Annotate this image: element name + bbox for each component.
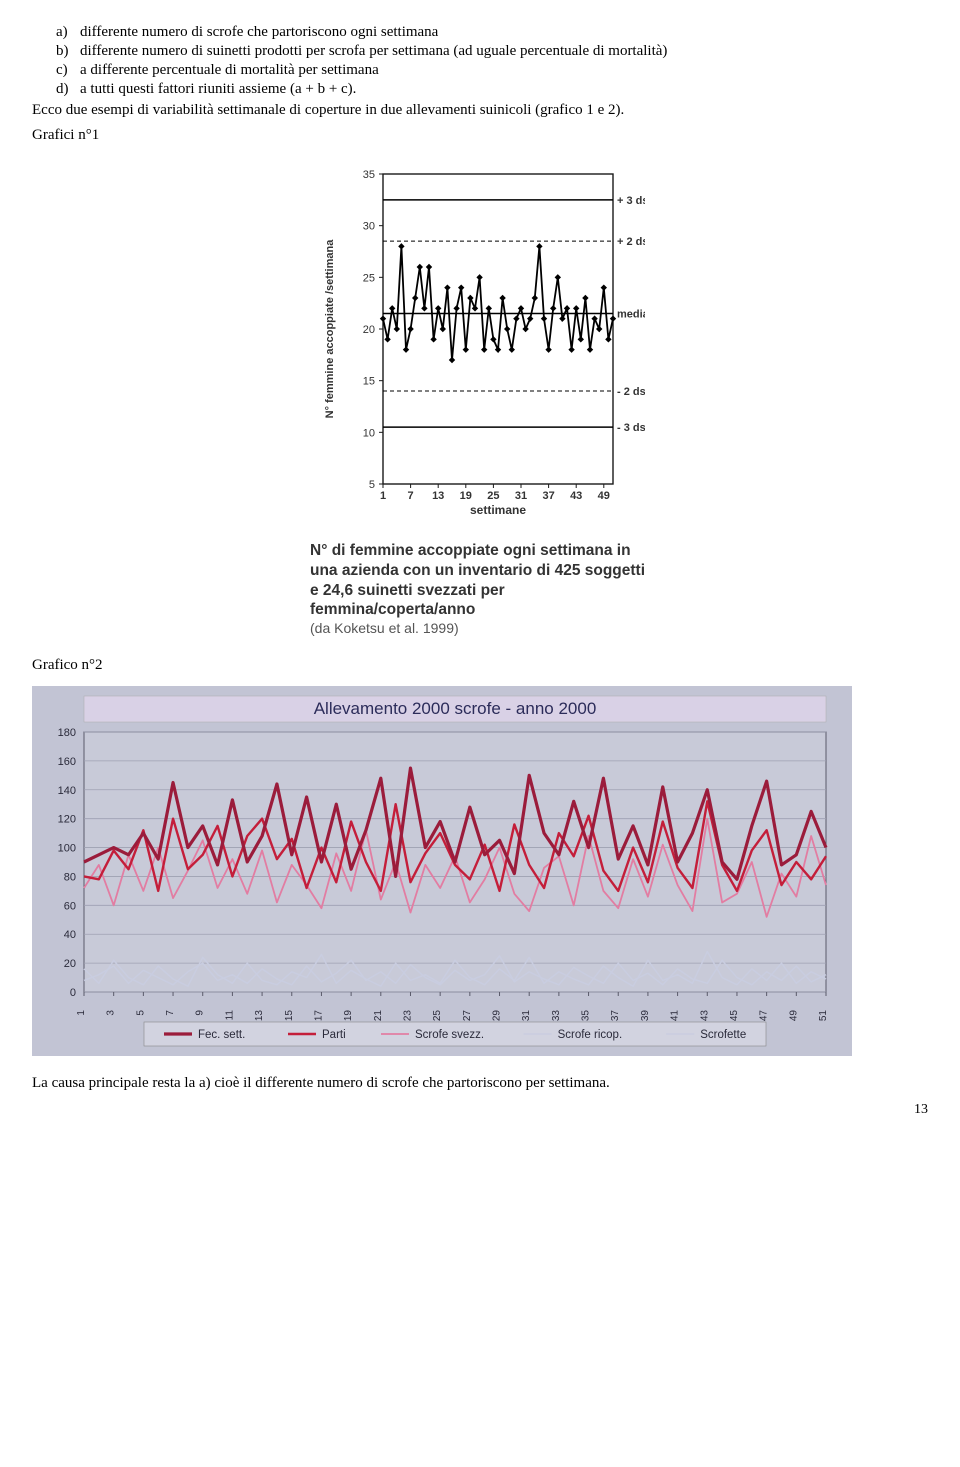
svg-text:30: 30	[363, 221, 375, 233]
list-item-b: b)differente numero di suinetti prodotti…	[56, 43, 928, 60]
svg-text:settimane: settimane	[470, 503, 526, 517]
svg-text:180: 180	[58, 727, 76, 739]
grafico2-label: Grafico n°2	[32, 657, 928, 674]
list-text-a: differente numero di scrofe che partoris…	[80, 24, 438, 41]
svg-text:- 3 ds: - 3 ds	[617, 422, 645, 434]
svg-text:39: 39	[640, 1009, 651, 1021]
chart1-caption-wrap: N° di femmine accoppiate ogni settimana …	[32, 541, 928, 639]
svg-text:N° femmine accoppiate /settima: N° femmine accoppiate /settimana	[324, 239, 336, 419]
svg-text:35: 35	[581, 1009, 592, 1021]
list-item-d: d) a tutti questi fattori riuniti assiem…	[56, 81, 928, 98]
grafici1-label: Grafici n°1	[32, 127, 928, 144]
svg-text:80: 80	[64, 871, 76, 883]
svg-text:35: 35	[363, 169, 375, 181]
svg-text:19: 19	[460, 490, 472, 502]
svg-text:31: 31	[521, 1009, 532, 1021]
svg-text:Parti: Parti	[322, 1029, 346, 1041]
svg-text:29: 29	[492, 1009, 503, 1021]
svg-text:21: 21	[373, 1009, 384, 1021]
svg-text:37: 37	[610, 1009, 621, 1021]
list-marker: b)	[56, 43, 80, 60]
chart2-container: Allevamento 2000 scrofe - anno 2000 0 20 40…	[32, 686, 928, 1061]
svg-text:Scrofette: Scrofette	[700, 1029, 746, 1041]
svg-text:+ 3 ds: + 3 ds	[617, 195, 645, 207]
svg-text:120: 120	[58, 813, 76, 825]
chart1-caption: N° di femmine accoppiate ogni settimana …	[310, 541, 650, 639]
svg-text:140: 140	[58, 785, 76, 797]
svg-text:25: 25	[432, 1009, 443, 1021]
svg-text:49: 49	[788, 1009, 799, 1021]
list-marker: a)	[56, 24, 80, 41]
svg-text:20: 20	[64, 958, 76, 970]
svg-text:13: 13	[254, 1009, 265, 1021]
svg-text:40: 40	[64, 929, 76, 941]
chart1-caption-bold: N° di femmine accoppiate ogni settimana …	[310, 542, 645, 618]
chart1-caption-src: (da Koketsu et al. 1999)	[310, 620, 459, 636]
svg-text:3: 3	[106, 1009, 117, 1015]
svg-text:1: 1	[76, 1009, 87, 1015]
svg-text:31: 31	[515, 490, 527, 502]
footer-paragraph: La causa principale resta la a) cioè il …	[32, 1075, 928, 1092]
svg-text:Scrofe svezz.: Scrofe svezz.	[415, 1029, 484, 1041]
svg-text:45: 45	[729, 1009, 740, 1021]
svg-text:37: 37	[542, 490, 554, 502]
svg-text:11: 11	[224, 1009, 235, 1020]
svg-text:60: 60	[64, 900, 76, 912]
list-item-c: c)a differente percentuale di mortalità …	[56, 62, 928, 79]
svg-text:100: 100	[58, 842, 76, 854]
svg-text:41: 41	[670, 1009, 681, 1021]
svg-text:49: 49	[598, 490, 610, 502]
page-number: 13	[32, 1102, 928, 1118]
list-text-d: a tutti questi fattori riuniti assieme (…	[80, 81, 356, 98]
svg-text:27: 27	[462, 1009, 473, 1021]
svg-text:0: 0	[70, 987, 76, 999]
svg-text:15: 15	[363, 376, 375, 388]
intro-paragraph: Ecco due esempi di variabilità settimana…	[32, 102, 928, 119]
svg-text:25: 25	[363, 272, 375, 284]
chart1-container: 5 10 15 20 25 30 35 1 7 13 19 25 31 37 43 49 settimane N°…	[32, 156, 928, 531]
svg-text:10: 10	[363, 427, 375, 439]
list-text-b: differente numero di suinetti prodotti p…	[80, 43, 667, 60]
svg-text:9: 9	[195, 1009, 206, 1015]
svg-text:47: 47	[759, 1009, 770, 1021]
svg-text:51: 51	[818, 1009, 829, 1021]
chart2-svg: Allevamento 2000 scrofe - anno 2000 0 20 40…	[32, 686, 852, 1056]
list-items: a)differente numero di scrofe che partor…	[56, 24, 928, 98]
svg-text:160: 160	[58, 756, 76, 768]
svg-text:media: media	[617, 309, 645, 321]
svg-text:7: 7	[165, 1009, 176, 1015]
list-marker: d)	[56, 81, 80, 98]
svg-text:43: 43	[699, 1009, 710, 1021]
svg-text:7: 7	[408, 490, 414, 502]
svg-text:Fec. sett.: Fec. sett.	[198, 1029, 245, 1041]
chart1-svg: 5 10 15 20 25 30 35 1 7 13 19 25 31 37 43 49 settimane N°…	[315, 156, 645, 526]
list-marker: c)	[56, 62, 80, 79]
list-item-a: a)differente numero di scrofe che partor…	[56, 24, 928, 41]
svg-text:17: 17	[313, 1009, 324, 1021]
svg-text:+ 2 ds: + 2 ds	[617, 236, 645, 248]
svg-text:19: 19	[343, 1009, 354, 1021]
svg-text:- 2 ds: - 2 ds	[617, 386, 645, 398]
svg-text:5: 5	[369, 479, 375, 491]
list-text-c: a differente percentuale di mortalità pe…	[80, 62, 379, 79]
svg-text:15: 15	[284, 1009, 295, 1021]
svg-text:43: 43	[570, 490, 582, 502]
svg-text:1: 1	[380, 490, 386, 502]
svg-text:13: 13	[432, 490, 444, 502]
svg-text:Scrofe ricop.: Scrofe ricop.	[558, 1029, 623, 1041]
svg-text:5: 5	[135, 1009, 146, 1015]
svg-text:20: 20	[363, 324, 375, 336]
svg-text:33: 33	[551, 1009, 562, 1021]
svg-text:Allevamento 2000 scrofe - anno: Allevamento 2000 scrofe - anno 2000	[314, 699, 597, 718]
svg-text:25: 25	[487, 490, 499, 502]
svg-text:23: 23	[402, 1009, 413, 1021]
